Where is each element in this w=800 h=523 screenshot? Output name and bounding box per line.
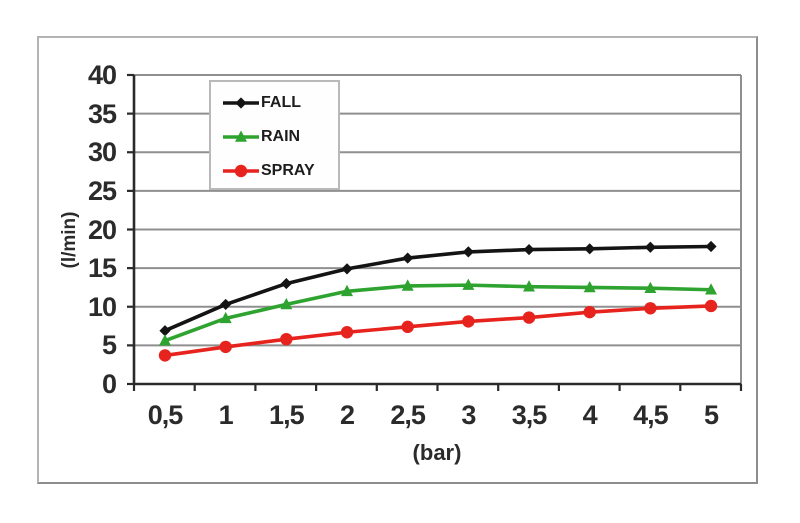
series-marker-fall-2,5 bbox=[402, 252, 414, 264]
series-marker-rain-3 bbox=[462, 278, 475, 290]
x-tick-label-4: 4 bbox=[582, 400, 598, 430]
legend-item-fall: FALL bbox=[223, 86, 338, 120]
series-line-fall bbox=[163, 244, 713, 333]
series-marker-fall-4,5 bbox=[644, 241, 656, 253]
legend-label-rain: RAIN bbox=[261, 128, 301, 145]
legend-label-spray: SPRAY bbox=[261, 162, 315, 179]
series-marker-fall-2 bbox=[341, 263, 353, 275]
series-marker-spray-3,5 bbox=[522, 311, 536, 324]
y-tick-label-40: 40 bbox=[87, 60, 117, 90]
y-tick-label-30: 30 bbox=[87, 137, 117, 168]
series-marker-rain-0,5 bbox=[159, 334, 171, 346]
spray-line-sample-icon bbox=[223, 164, 259, 178]
legend-sample-marker-spray bbox=[234, 164, 248, 178]
series-marker-fall-4 bbox=[584, 243, 596, 255]
y-tick-label-25: 25 bbox=[87, 175, 117, 206]
chart-area: 0 5 10 15 20 25 30 35 40 0,5 1 1,5 2 2,5 3 3,5 4 4,5 5 (l… bbox=[39, 38, 756, 482]
x-tick-label-3,5: 3,5 bbox=[511, 400, 548, 430]
series-marker-spray-3 bbox=[462, 315, 475, 328]
y-tick-label-35: 35 bbox=[87, 98, 117, 129]
x-tick-label-1,5: 1,5 bbox=[269, 400, 305, 430]
legend-label-fall: FALL bbox=[261, 94, 301, 111]
x-tick-label-0,5: 0,5 bbox=[147, 400, 184, 430]
series-marker-spray-4,5 bbox=[644, 302, 657, 315]
x-tick-label-5: 5 bbox=[704, 400, 719, 430]
series-marker-spray-4 bbox=[583, 305, 596, 319]
series-marker-fall-3 bbox=[462, 246, 474, 258]
series-marker-fall-1 bbox=[220, 298, 232, 311]
series-marker-spray-1 bbox=[219, 340, 232, 354]
y-tick-label-0: 0 bbox=[101, 369, 117, 399]
series-marker-fall-1,5 bbox=[280, 277, 292, 290]
series-marker-fall-0,5 bbox=[159, 325, 171, 337]
series-marker-rain-2 bbox=[341, 284, 354, 297]
y-tick-label-10: 10 bbox=[87, 291, 117, 322]
y-axis-title: (l/min) bbox=[59, 211, 80, 269]
y-tick-label-5: 5 bbox=[101, 330, 117, 361]
series-marker-fall-5 bbox=[705, 240, 717, 253]
series-marker-rain-4,5 bbox=[644, 281, 657, 294]
series-marker-spray-2 bbox=[340, 326, 354, 339]
x-tick-label-3: 3 bbox=[461, 400, 476, 430]
series-line-rain bbox=[163, 283, 713, 343]
series-marker-spray-0,5 bbox=[158, 349, 172, 362]
series-marker-fall-3,5 bbox=[523, 243, 535, 256]
series-marker-rain-5 bbox=[705, 283, 718, 295]
series-marker-rain-1 bbox=[219, 311, 232, 324]
legend: FALL RAIN SPRAY bbox=[209, 80, 340, 190]
y-tick-label-15: 15 bbox=[87, 253, 117, 284]
rain-line-sample-icon bbox=[223, 130, 259, 142]
series-marker-rain-1,5 bbox=[280, 297, 293, 310]
x-tick-label-4,5: 4,5 bbox=[633, 400, 669, 430]
y-tick-label-20: 20 bbox=[87, 214, 117, 245]
x-tick-label-1: 1 bbox=[218, 400, 234, 430]
series-marker-rain-4 bbox=[583, 280, 596, 293]
legend-item-rain: RAIN bbox=[223, 120, 338, 154]
x-tick-label-2,5: 2,5 bbox=[390, 400, 426, 430]
series-marker-rain-3,5 bbox=[523, 280, 536, 292]
legend-sample-marker-rain bbox=[235, 130, 247, 142]
series-line-spray bbox=[163, 304, 713, 358]
fall-line-sample-icon bbox=[223, 97, 259, 109]
chart-card: 0 5 10 15 20 25 30 35 40 0,5 1 1,5 2 2,5 3 3,5 4 4,5 5 (l… bbox=[37, 36, 758, 484]
series-marker-spray-1,5 bbox=[280, 332, 293, 346]
legend-sample-marker-fall bbox=[235, 97, 247, 109]
legend-item-spray: SPRAY bbox=[223, 154, 338, 188]
series-marker-spray-2,5 bbox=[401, 320, 414, 334]
x-tick-label-2: 2 bbox=[339, 400, 355, 430]
x-axis-title: (bar) bbox=[412, 440, 462, 465]
series-marker-rain-2,5 bbox=[401, 279, 414, 291]
series-marker-spray-5 bbox=[704, 299, 718, 313]
